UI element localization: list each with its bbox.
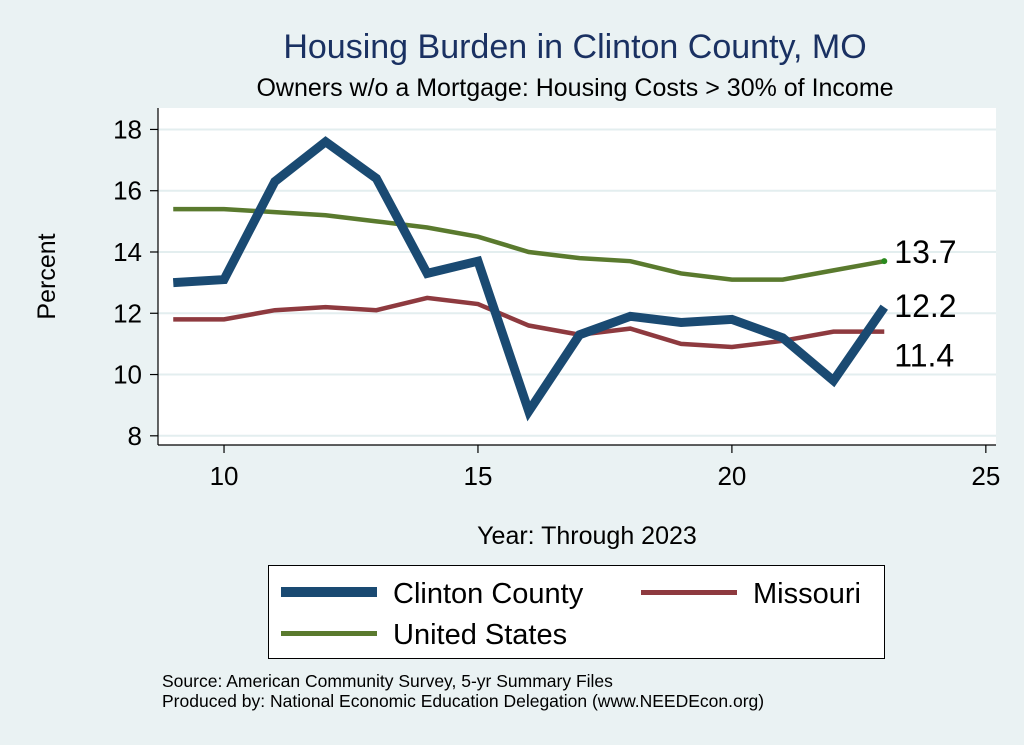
- legend: Clinton County Missouri United States: [268, 565, 885, 659]
- end-label-missouri: 11.4: [894, 338, 954, 374]
- x-tick-label: 10: [210, 461, 239, 491]
- y-tick-label: 16: [113, 176, 142, 206]
- series-line-clinton-county: [172, 136, 888, 422]
- series-line-missouri: [173, 295, 885, 350]
- chart-subtitle: Owners w/o a Mortgage: Housing Costs > 3…: [256, 74, 894, 102]
- x-axis-label: Year: Through 2023: [477, 522, 697, 550]
- series-line-united-states: [173, 206, 885, 282]
- legend-label: Missouri: [753, 578, 861, 610]
- end-label-clinton-county: 12.2: [894, 288, 956, 324]
- x-tick-label: 25: [971, 461, 1000, 491]
- end-marker-united-states: [881, 258, 888, 265]
- x-tick-label: 20: [717, 461, 746, 491]
- y-tick-label: 10: [113, 360, 142, 390]
- legend-label: Clinton County: [393, 578, 584, 610]
- legend-swatch-missouri: [641, 590, 737, 595]
- legend-swatch-united-states: [281, 631, 377, 636]
- end-label-united-states: 13.7: [894, 234, 956, 270]
- legend-label: United States: [393, 619, 568, 651]
- x-tick-label: 15: [464, 461, 493, 491]
- y-tick-label: 18: [113, 114, 142, 144]
- y-tick-label: 14: [113, 237, 142, 267]
- legend-swatch-clinton-county: [281, 587, 377, 597]
- y-axis-label: Percent: [33, 233, 61, 319]
- y-tick-label: 12: [113, 298, 142, 328]
- chart-title: Housing Burden in Clinton County, MO: [283, 28, 867, 66]
- plot-area: [158, 108, 996, 445]
- source-note: Source: American Community Survey, 5-yr …: [162, 671, 613, 691]
- producer-note: Produced by: National Economic Education…: [162, 691, 765, 711]
- y-tick-label: 8: [128, 421, 142, 451]
